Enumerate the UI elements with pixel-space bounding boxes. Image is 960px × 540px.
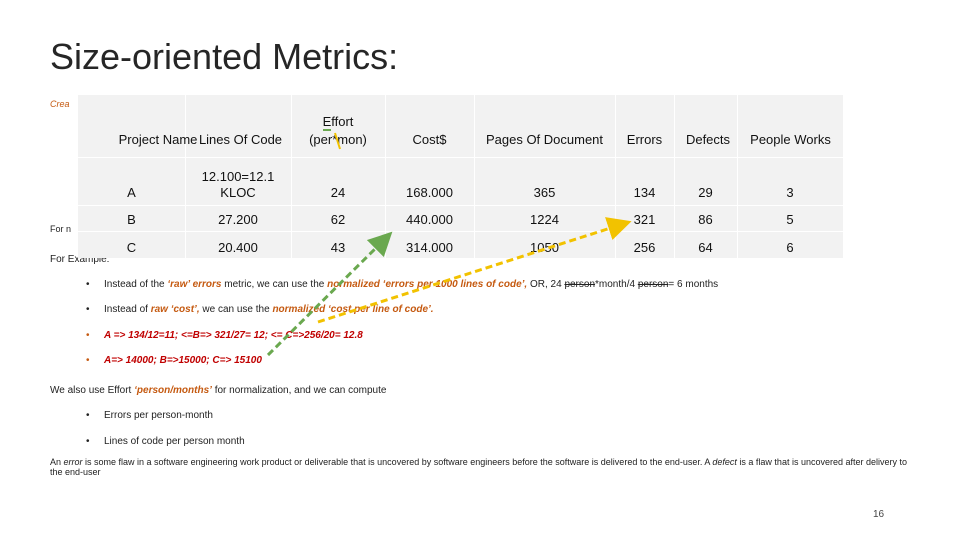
table-cell: 256 bbox=[633, 240, 656, 255]
header-pages-of-document: Pages Of Document bbox=[485, 132, 604, 147]
for-fragment: For n bbox=[50, 224, 72, 234]
effort-paragraph: We also use Effort ‘person/months’ for n… bbox=[50, 385, 387, 396]
header-errors: Errors bbox=[626, 132, 663, 147]
table-cell: B bbox=[127, 212, 136, 227]
table-cell: 1050 bbox=[530, 240, 559, 255]
table-cell: 27.200 bbox=[218, 212, 258, 227]
table-cell: 321 bbox=[633, 212, 656, 227]
compute-item: • Errors per person-month bbox=[86, 410, 213, 421]
creat-fragment: Crea bbox=[50, 99, 70, 109]
for-example-label: For Example: bbox=[50, 254, 110, 265]
header-cost: Cost$ bbox=[412, 132, 447, 147]
header-project-name: Project Name bbox=[118, 132, 198, 147]
header-effort: Effort bbox=[322, 114, 354, 129]
table-cell: 29 bbox=[698, 185, 713, 200]
table-cell: 365 bbox=[533, 185, 556, 200]
slide-title: Size-oriented Metrics: bbox=[50, 36, 399, 77]
table-cell: 168.000 bbox=[406, 185, 453, 200]
yellow-arrow bbox=[317, 217, 632, 324]
table-cell: 3 bbox=[786, 185, 794, 200]
table-cell: 62 bbox=[330, 212, 346, 227]
green-arrow bbox=[266, 231, 393, 357]
header-lines-of-code: Lines Of Code bbox=[198, 132, 283, 147]
table-cell: KLOC bbox=[220, 185, 256, 200]
table-cell: 24 bbox=[330, 185, 346, 200]
table-cell: 43 bbox=[330, 240, 346, 255]
page-number: 16 bbox=[873, 509, 885, 520]
table-cell: 1224 bbox=[530, 212, 559, 227]
table-cell: 20.400 bbox=[218, 240, 258, 255]
bullet-errors-normalization: • Instead of the ‘raw’ errors metric, we … bbox=[86, 279, 719, 290]
header-people-works: People Works bbox=[750, 132, 831, 147]
table-cell: 12.100=12.1 bbox=[201, 169, 275, 184]
table-cell: 440.000 bbox=[406, 212, 453, 227]
error-defect-definition: An error is some flaw in a software engi… bbox=[50, 457, 908, 477]
compute-item: • Lines of code per person month bbox=[86, 436, 245, 447]
table-cell: 314.000 bbox=[406, 240, 453, 255]
table-cell: 86 bbox=[698, 212, 713, 227]
table-cell: 64 bbox=[698, 240, 713, 255]
table-cell: C bbox=[126, 240, 137, 255]
header-defects: Defects bbox=[685, 132, 731, 147]
bullet-errors-calc: • A => 134/12=11; <=B=> 321/27= 12; <= C=… bbox=[86, 330, 363, 341]
table-cell: 5 bbox=[786, 212, 794, 227]
table-cell: 6 bbox=[786, 240, 794, 255]
project-metrics-table: Project Name Lines Of Code Effort (per*m… bbox=[78, 95, 843, 258]
yellow-highlight-mark bbox=[334, 132, 341, 150]
table-cell: A bbox=[127, 185, 136, 200]
bullet-cost-calc: • A=> 14000; B=>15000; C=> 15100 bbox=[86, 355, 262, 366]
table-cell: 134 bbox=[633, 185, 656, 200]
